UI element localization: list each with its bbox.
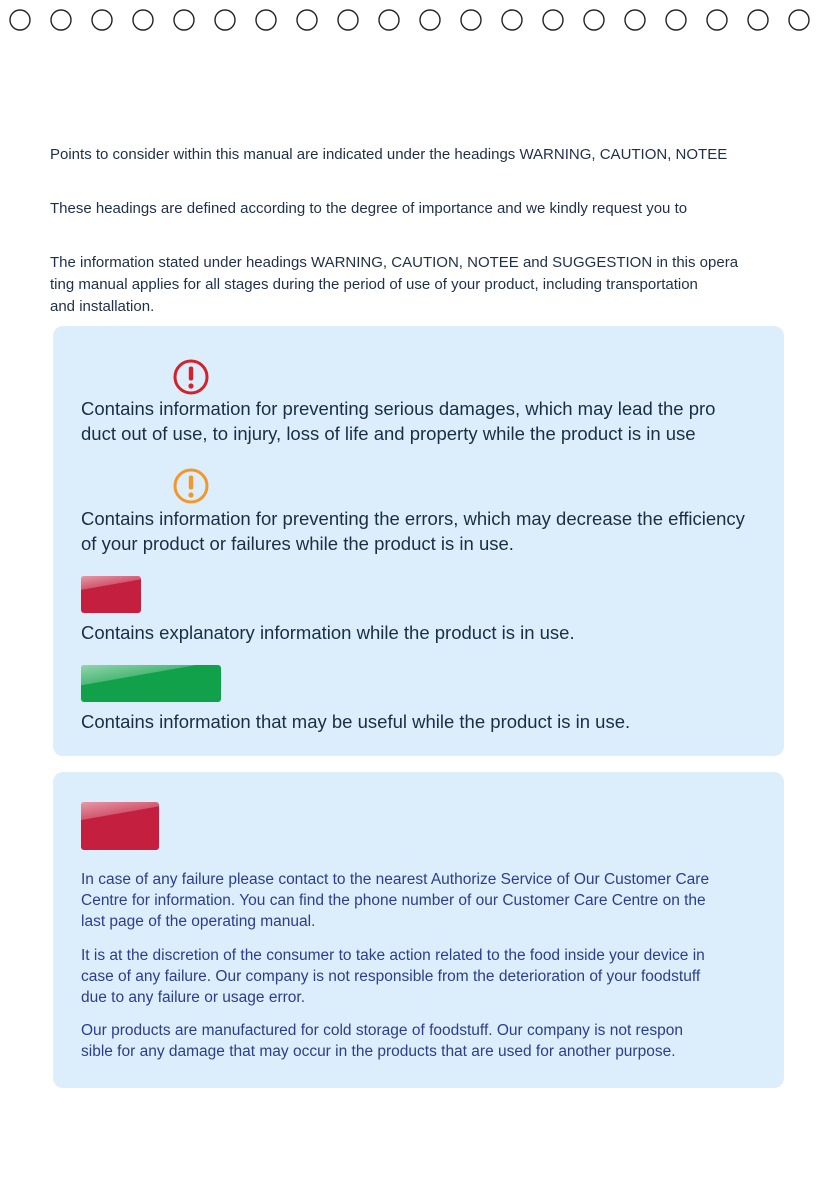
notice-line: case of any failure. Our company is not … <box>81 968 701 985</box>
binding-hole <box>132 9 154 31</box>
binding-hole <box>255 9 277 31</box>
caution-line: of your product or failures while the pr… <box>81 533 514 554</box>
notice-line: In case of any failure please contact to… <box>81 871 710 888</box>
notice-line: due to any failure or usage error. <box>81 989 306 1006</box>
caution-line: Contains information for preventing the … <box>81 508 745 529</box>
intro-line-importance: These headings are defined according to … <box>50 200 688 217</box>
binding-hole <box>706 9 728 31</box>
binding-hole <box>501 9 523 31</box>
notice-line: Centre for information. You can find the… <box>81 892 706 909</box>
caution-icon <box>173 468 209 504</box>
binding-holes <box>9 9 810 31</box>
binding-hole <box>378 9 400 31</box>
binding-hole <box>583 9 605 31</box>
binding-hole <box>9 9 31 31</box>
caution-description: Contains information for preventing the … <box>81 506 771 556</box>
binding-hole <box>542 9 564 31</box>
binding-hole <box>173 9 195 31</box>
note-description: Contains explanatory information while t… <box>81 620 771 645</box>
notice-line: It is at the discretion of the consumer … <box>81 947 705 964</box>
intro-line-headings: Points to consider within this manual ar… <box>50 146 728 163</box>
binding-hole <box>50 9 72 31</box>
notice-badge <box>81 802 159 850</box>
note-line: Contains explanatory information while t… <box>81 622 575 643</box>
warning-line: Contains information for preventing seri… <box>81 398 716 419</box>
intro-paragraph-line: ting manual applies for all stages durin… <box>50 276 698 293</box>
binding-hole <box>460 9 482 31</box>
notice-line: Our products are manufactured for cold s… <box>81 1022 683 1039</box>
binding-hole <box>788 9 810 31</box>
suggestion-badge <box>81 665 221 702</box>
intro-paragraph-line: The information stated under headings WA… <box>50 254 739 271</box>
notice-paragraph-purpose: Our products are manufactured for cold s… <box>81 1020 761 1062</box>
binding-hole <box>419 9 441 31</box>
binding-hole <box>624 9 646 31</box>
notice-panel <box>53 772 784 1088</box>
binding-hole <box>296 9 318 31</box>
binding-hole <box>665 9 687 31</box>
suggestion-description: Contains information that may be useful … <box>81 709 771 734</box>
intro-paragraph-scope: The information stated under headings WA… <box>50 252 785 318</box>
binding-hole <box>91 9 113 31</box>
notice-paragraph-service: In case of any failure please contact to… <box>81 869 761 932</box>
warning-description: Contains information for preventing seri… <box>81 396 771 446</box>
intro-paragraph-line: and installation. <box>50 298 155 315</box>
binding-hole <box>747 9 769 31</box>
note-badge <box>81 576 141 613</box>
binding-hole <box>337 9 359 31</box>
binding-hole <box>214 9 236 31</box>
suggestion-line: Contains information that may be useful … <box>81 711 631 732</box>
notice-paragraph-consumer: It is at the discretion of the consumer … <box>81 945 761 1008</box>
warning-icon <box>173 359 209 395</box>
warning-line: duct out of use, to injury, loss of life… <box>81 423 696 444</box>
notice-line: sible for any damage that may occur in t… <box>81 1043 676 1060</box>
notice-line: last page of the operating manual. <box>81 913 316 930</box>
